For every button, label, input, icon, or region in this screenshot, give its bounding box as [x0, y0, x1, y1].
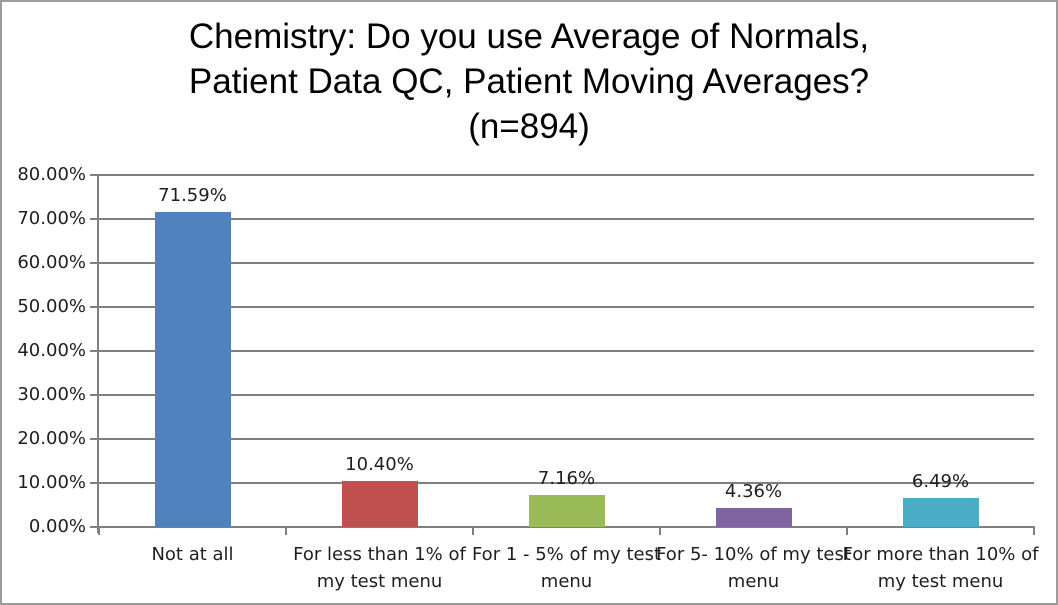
gridline [99, 174, 1034, 176]
category-label-line: For 5- 10% of my test [656, 544, 851, 565]
category-label-line: my test menu [877, 571, 1004, 592]
gridline [99, 438, 1034, 440]
chart-title: Chemistry: Do you use Average of Normals… [2, 14, 1056, 149]
category-label-line: For more than 10% of [842, 544, 1039, 565]
bar-value-label-3: 7.16% [537, 468, 596, 489]
x-axis-line [97, 526, 1034, 528]
y-axis-tick-label: 10.00% [17, 472, 86, 493]
category-label-line: For less than 1% of [293, 544, 466, 565]
y-axis-tick [90, 526, 99, 528]
y-axis-tick [90, 482, 99, 484]
y-axis-tick [90, 394, 99, 396]
x-axis-tick [472, 526, 474, 535]
x-axis-category-label: For less than 1% of my test menu [275, 541, 485, 595]
bar-value-label-2: 10.40% [345, 454, 414, 475]
bar-value-label-4: 4.36% [724, 481, 783, 502]
x-axis-tick [846, 526, 848, 535]
gridline [99, 262, 1034, 264]
y-axis-tick-label: 50.00% [17, 296, 86, 317]
y-axis-tick [90, 218, 99, 220]
y-axis-tick-label: 30.00% [17, 384, 86, 405]
gridline [99, 394, 1034, 396]
y-axis-tick [90, 174, 99, 176]
gridline [99, 306, 1034, 308]
y-axis-tick-label: 70.00% [17, 208, 86, 229]
x-axis-category-label: Not at all [88, 541, 298, 568]
bar-4 [715, 508, 792, 527]
x-axis-tick [285, 526, 287, 535]
y-axis-tick-label: 80.00% [17, 164, 86, 185]
gridline [99, 218, 1034, 220]
y-axis-tick [90, 306, 99, 308]
x-axis-category-label: For 1 - 5% of my test menu [462, 541, 672, 595]
x-axis-tick [98, 526, 100, 535]
x-axis-category-label: For 5- 10% of my test menu [649, 541, 859, 595]
category-label-line: menu [727, 571, 780, 592]
category-label-line: For 1 - 5% of my test [471, 544, 662, 565]
category-label-line: Not at all [151, 544, 234, 565]
bar-2 [341, 481, 418, 527]
y-axis-tick-label: 40.00% [17, 340, 86, 361]
gridline [99, 482, 1034, 484]
chart-title-line: (n=894) [468, 107, 590, 146]
x-axis-tick [1033, 526, 1035, 535]
x-axis-tick [659, 526, 661, 535]
y-axis-tick [90, 438, 99, 440]
chart-title-line: Patient Data QC, Patient Moving Averages… [188, 62, 870, 101]
y-axis-line [97, 174, 99, 533]
gridline [99, 350, 1034, 352]
y-axis-tick [90, 350, 99, 352]
y-axis-tick-label: 0.00% [28, 516, 86, 537]
bar-value-label-1: 71.59% [158, 185, 227, 206]
bar-1 [154, 212, 231, 527]
bar-3 [528, 495, 605, 527]
bar-value-label-5: 6.49% [911, 471, 970, 492]
chart-title-line: Chemistry: Do you use Average of Normals… [188, 17, 870, 56]
bar-5 [902, 498, 979, 527]
x-axis-category-label: For more than 10% of my test menu [836, 541, 1046, 595]
y-axis-tick-label: 60.00% [17, 252, 86, 273]
category-label-line: menu [540, 571, 593, 592]
y-axis-tick [90, 262, 99, 264]
category-label-line: my test menu [316, 571, 443, 592]
y-axis-tick-label: 20.00% [17, 428, 86, 449]
